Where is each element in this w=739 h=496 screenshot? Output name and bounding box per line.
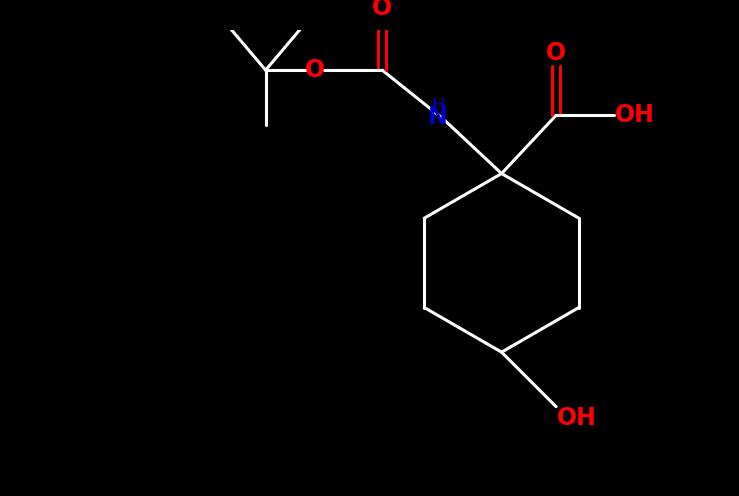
Text: N: N bbox=[428, 105, 448, 129]
Text: O: O bbox=[304, 58, 324, 82]
Text: OH: OH bbox=[615, 103, 655, 127]
Text: H: H bbox=[431, 97, 444, 115]
Text: O: O bbox=[546, 41, 566, 65]
Text: OH: OH bbox=[557, 406, 596, 430]
Text: O: O bbox=[372, 0, 392, 20]
